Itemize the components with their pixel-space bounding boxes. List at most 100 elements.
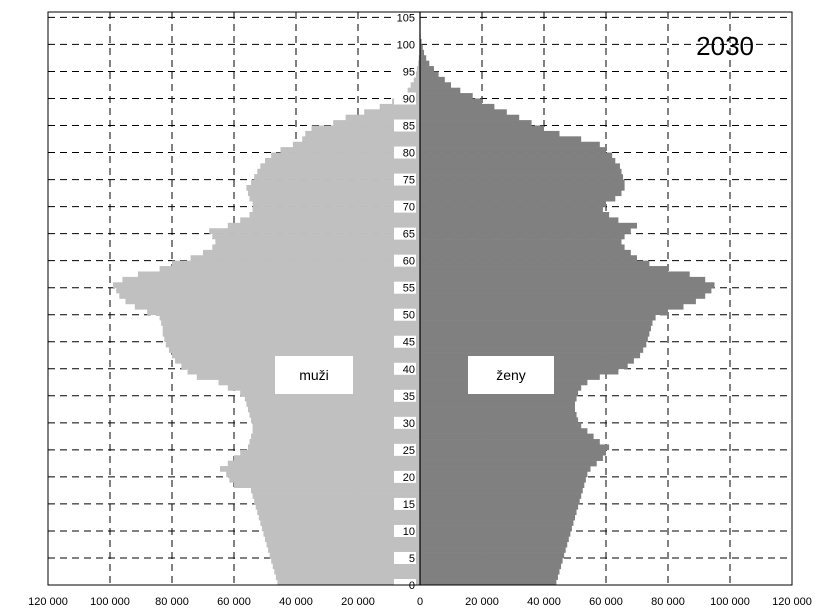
bar-female bbox=[420, 493, 582, 499]
bar-female bbox=[420, 49, 425, 56]
y-tick-label-background bbox=[394, 524, 416, 537]
bar-female bbox=[420, 525, 572, 532]
y-tick-label: 35 bbox=[403, 391, 415, 403]
y-tick-label: 80 bbox=[403, 148, 415, 160]
bar-female bbox=[420, 282, 715, 288]
bar-male bbox=[162, 325, 420, 332]
bar-female bbox=[420, 514, 575, 521]
bar-female bbox=[420, 347, 644, 353]
bar-female bbox=[420, 303, 684, 310]
bar-female bbox=[420, 168, 622, 175]
bar-female bbox=[420, 417, 579, 424]
axes: 120 000 100 000 80 000 60 000 40 000 20 000 0 2… bbox=[28, 11, 812, 608]
bar-male bbox=[407, 87, 420, 94]
bar-female bbox=[420, 557, 563, 564]
male-series-label: muži bbox=[299, 367, 329, 383]
bar-female bbox=[420, 503, 579, 510]
bar-male bbox=[247, 444, 420, 451]
x-tick-label: 60 000 bbox=[589, 596, 623, 608]
bar-female bbox=[420, 309, 668, 316]
y-tick-label-background bbox=[394, 11, 416, 24]
bar-female bbox=[420, 330, 650, 337]
bar-female bbox=[420, 120, 532, 126]
bar-female bbox=[420, 487, 583, 494]
bar-male bbox=[165, 341, 420, 348]
bar-male bbox=[159, 314, 420, 321]
bar-female bbox=[420, 336, 648, 343]
y-tick-label: 65 bbox=[403, 229, 415, 241]
y-tick-label: 105 bbox=[397, 12, 415, 24]
bar-male bbox=[251, 179, 420, 186]
y-tick-label: 0 bbox=[409, 580, 415, 592]
bar-male bbox=[271, 152, 420, 159]
bar-female bbox=[420, 71, 439, 78]
bar-male bbox=[247, 406, 420, 413]
x-tick-label: 100 000 bbox=[90, 596, 130, 608]
bar-female bbox=[420, 422, 582, 429]
bar-female bbox=[420, 157, 616, 164]
bar-male bbox=[305, 130, 420, 137]
bar-female bbox=[420, 201, 606, 207]
bar-male bbox=[251, 417, 420, 424]
bar-female bbox=[420, 233, 625, 240]
y-tick-label: 75 bbox=[403, 175, 415, 187]
y-tick-label: 20 bbox=[403, 472, 415, 484]
bar-female bbox=[420, 536, 569, 543]
plot-frame bbox=[47, 11, 793, 586]
y-tick-label: 45 bbox=[403, 337, 415, 349]
bar-female bbox=[420, 563, 562, 570]
bar-female bbox=[420, 509, 577, 516]
bar-male bbox=[311, 125, 420, 132]
legend-label-female: ženy bbox=[468, 356, 554, 394]
bar-female bbox=[420, 449, 606, 456]
bar-female bbox=[420, 93, 473, 99]
bar-female bbox=[420, 255, 637, 261]
bar-female bbox=[420, 433, 594, 440]
bar-male bbox=[410, 82, 420, 88]
x-tick-label: 40 000 bbox=[279, 596, 313, 608]
bar-male bbox=[172, 352, 420, 359]
x-tick-label: 80 000 bbox=[155, 596, 189, 608]
bar-female bbox=[420, 428, 588, 434]
bar-male bbox=[345, 114, 420, 121]
bar-female bbox=[420, 114, 520, 121]
y-tick-label-background bbox=[394, 497, 416, 510]
bar-male bbox=[240, 449, 420, 456]
bar-female bbox=[420, 206, 603, 213]
x-tick-label: 40 000 bbox=[527, 596, 561, 608]
y-tick-label-background bbox=[394, 551, 416, 564]
bar-male bbox=[116, 287, 420, 294]
bar-female bbox=[420, 228, 631, 234]
bar-male bbox=[249, 439, 420, 445]
bar-female bbox=[420, 266, 668, 272]
y-tick-label: 95 bbox=[403, 66, 415, 78]
bar-female bbox=[420, 352, 641, 359]
bar-female bbox=[420, 125, 544, 132]
bar-male bbox=[260, 520, 420, 526]
bar-male bbox=[246, 184, 420, 191]
y-tick-label-background bbox=[394, 146, 416, 159]
bar-female bbox=[420, 498, 580, 505]
bar-male bbox=[275, 574, 420, 580]
bar-male bbox=[137, 271, 420, 278]
legend-label-male: muži bbox=[275, 356, 353, 394]
bar-male bbox=[415, 71, 420, 78]
bar-female bbox=[420, 482, 585, 488]
bar-female bbox=[420, 136, 582, 143]
bar-female bbox=[420, 541, 568, 548]
bar-female bbox=[420, 130, 560, 137]
bar-female bbox=[420, 249, 631, 256]
bar-male bbox=[215, 239, 420, 245]
bar-female bbox=[420, 260, 650, 267]
x-tick-label: 120 000 bbox=[772, 596, 812, 608]
y-tick-label-background bbox=[394, 38, 416, 51]
bar-male bbox=[269, 552, 420, 559]
y-tick-label: 85 bbox=[403, 121, 415, 133]
bar-male bbox=[161, 320, 420, 326]
y-tick-label-background bbox=[394, 65, 416, 78]
y-tick-label: 30 bbox=[403, 418, 415, 430]
y-tick-label: 100 bbox=[397, 39, 415, 51]
bar-male bbox=[302, 136, 420, 143]
bar-male bbox=[247, 190, 420, 197]
bar-female bbox=[420, 66, 434, 72]
